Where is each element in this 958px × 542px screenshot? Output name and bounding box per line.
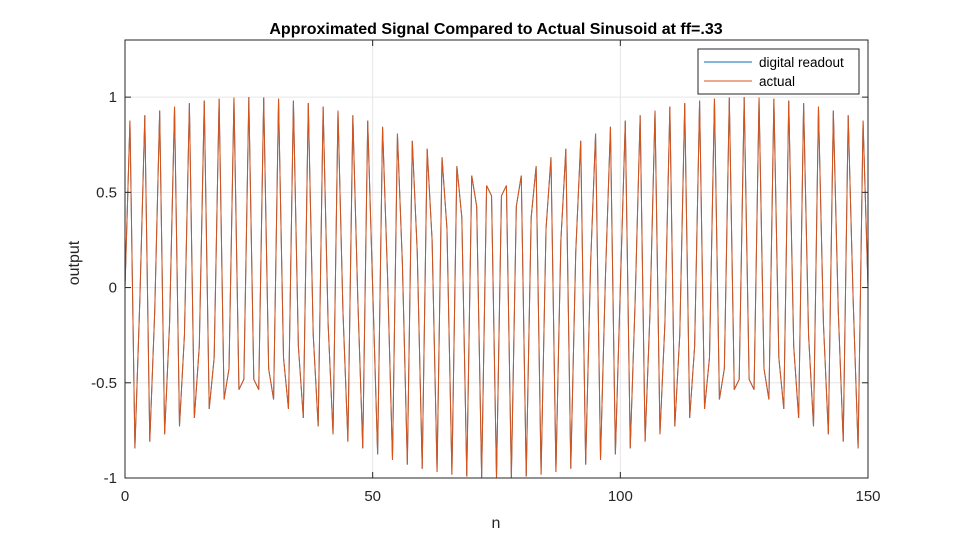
y-tick-label: 0 (109, 280, 117, 297)
y-axis-label: output (66, 240, 83, 285)
chart-title: Approximated Signal Compared to Actual S… (269, 21, 722, 38)
y-tick-label: -1 (104, 470, 117, 487)
y-tick-label: 0.5 (96, 184, 117, 201)
x-tick-label: 150 (855, 488, 880, 505)
series-line-actual (125, 97, 868, 478)
axis-ticks: 0 50 100 150 -1 -0.5 0 0.5 1 (91, 40, 881, 505)
x-tick-label: 100 (608, 488, 633, 505)
x-tick-label: 50 (364, 488, 381, 505)
axes-box (124, 39, 869, 479)
y-tick-label: -0.5 (91, 375, 117, 392)
x-axis-label: n (492, 515, 501, 532)
series-layer (125, 97, 868, 478)
legend-box (697, 48, 860, 95)
y-tick-label: 1 (109, 89, 117, 106)
legend[interactable]: digital readout actual (697, 48, 860, 95)
legend-label-digital-readout: digital readout (759, 55, 844, 70)
x-tick-label: 0 (121, 488, 129, 505)
legend-label-actual: actual (759, 74, 795, 89)
